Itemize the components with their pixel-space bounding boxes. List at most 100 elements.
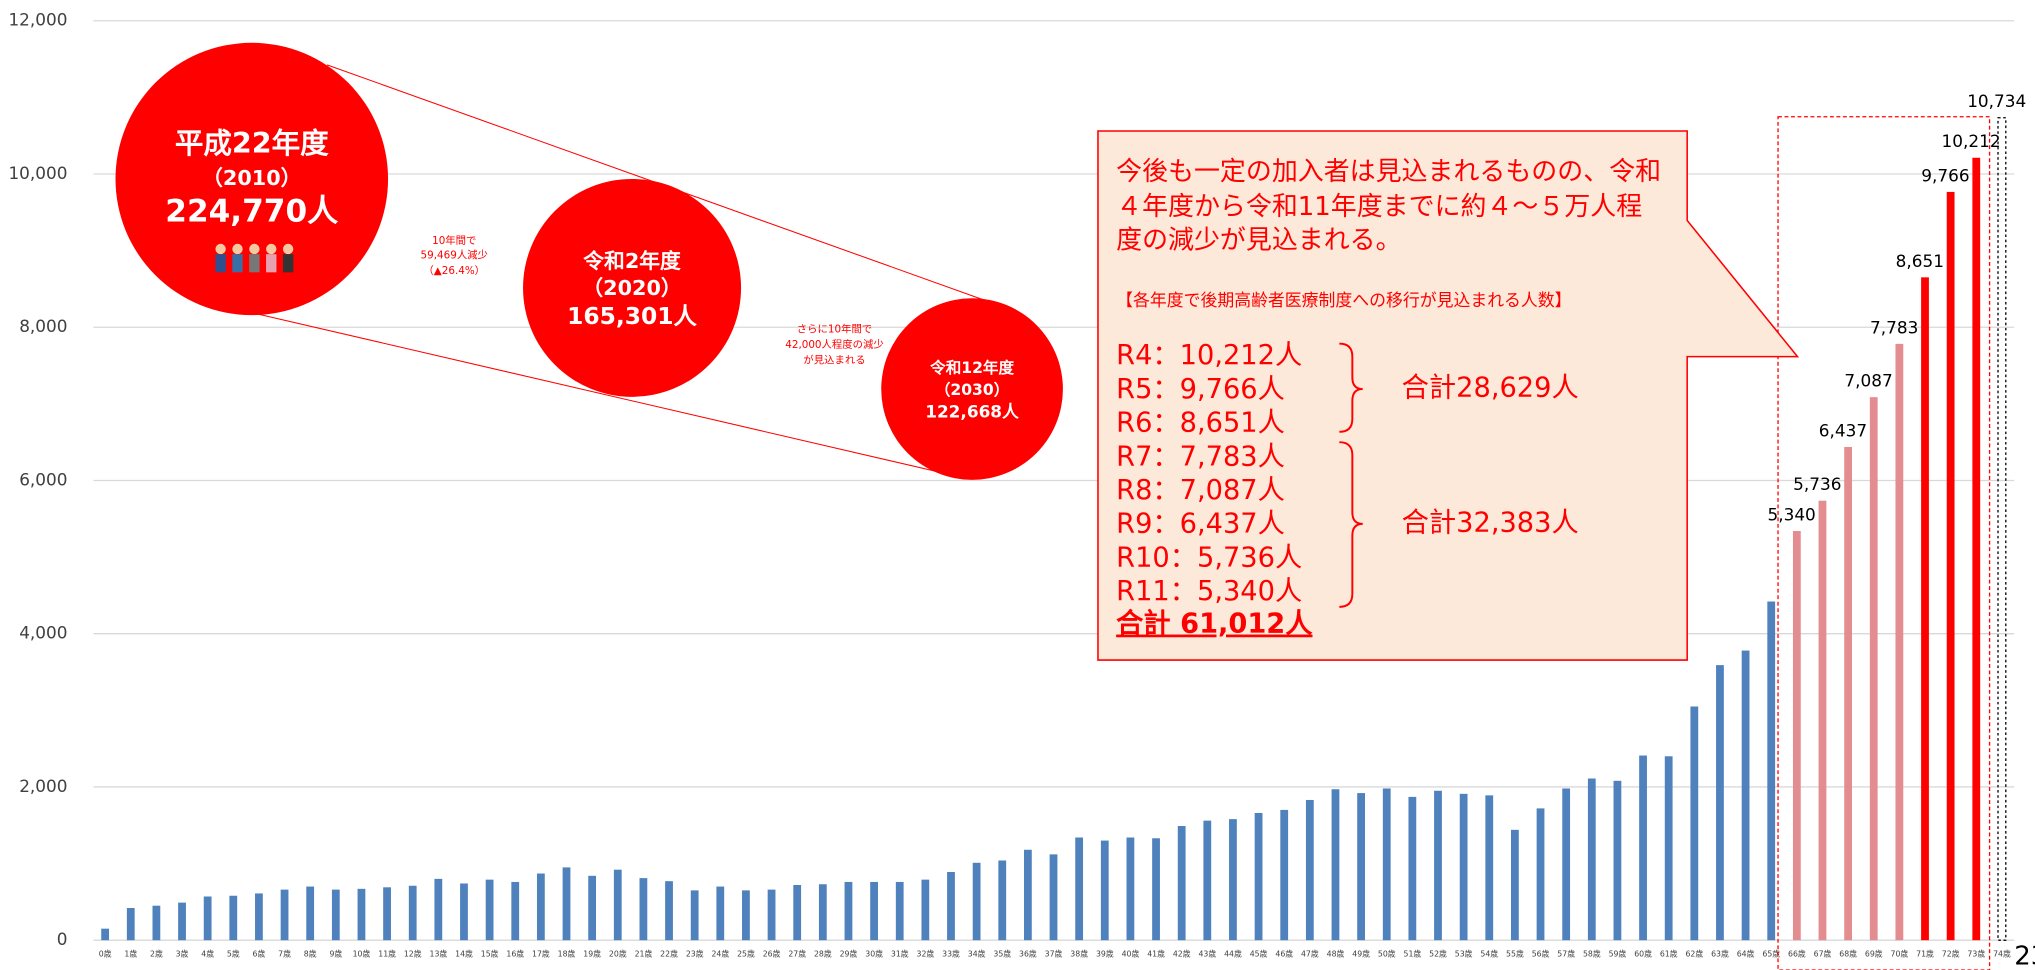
x-tick-label: 22歳 — [660, 948, 678, 958]
bar — [1075, 838, 1083, 941]
x-tick-label: 44歳 — [1224, 948, 1242, 958]
bar — [1050, 854, 1058, 940]
x-tick-label: 6歳 — [253, 948, 266, 958]
callout-item: R9：6,437人 — [1116, 509, 1285, 540]
y-tick-label: 0 — [57, 929, 68, 949]
x-tick-label: 27歳 — [788, 948, 806, 958]
bar — [742, 890, 750, 940]
bar — [1127, 838, 1135, 941]
bar — [640, 878, 648, 940]
x-tick-label: 50歳 — [1378, 948, 1396, 958]
callout-text: 今後も一定の加入者は見込まれるものの、令和 — [1116, 157, 1661, 187]
bar — [845, 882, 853, 940]
circle-text: 165,301人 — [567, 302, 697, 330]
callout-item: R8：7,087人 — [1116, 475, 1285, 506]
callout-item: R5：9,766人 — [1116, 374, 1285, 405]
bar — [1383, 788, 1391, 940]
bar — [896, 882, 904, 940]
x-tick-label: 39歳 — [1096, 948, 1114, 958]
bar — [614, 870, 622, 940]
bar — [127, 908, 135, 940]
bar — [588, 876, 596, 940]
bar — [1998, 118, 2006, 940]
x-tick-label: 46歳 — [1275, 948, 1293, 958]
x-tick-label: 29歳 — [840, 948, 858, 958]
bar — [1434, 791, 1442, 940]
x-tick-label: 10歳 — [353, 948, 371, 958]
bar — [1665, 756, 1673, 940]
x-tick-label: 43歳 — [1198, 948, 1216, 958]
bar — [768, 890, 776, 941]
callout-item: R7：7,783人 — [1116, 441, 1285, 472]
bar — [819, 884, 827, 940]
x-tick-label: 72歳 — [1942, 948, 1960, 958]
value-label: 10,212 — [1942, 131, 2001, 151]
x-tick-label: 58歳 — [1583, 948, 1601, 958]
y-tick-label: 10,000 — [8, 163, 67, 183]
bar — [716, 887, 724, 941]
x-tick-label: 59歳 — [1609, 948, 1627, 958]
x-tick-label: 49歳 — [1352, 948, 1370, 958]
x-tick-label: 71歳 — [1916, 948, 1934, 958]
x-tick-label: 31歳 — [891, 948, 909, 958]
bar — [409, 886, 417, 940]
x-tick-label: 63歳 — [1711, 948, 1729, 958]
value-label: 7,087 — [1844, 371, 1892, 391]
x-tick-label: 67歳 — [1814, 948, 1832, 958]
x-tick-label: 40歳 — [1122, 948, 1140, 958]
circle-text: （2010） — [202, 166, 301, 190]
bar — [1742, 651, 1750, 941]
y-tick-label: 12,000 — [8, 10, 67, 30]
x-tick-label: 5歳 — [227, 948, 240, 958]
bar — [281, 890, 289, 941]
x-tick-label: 47歳 — [1301, 948, 1319, 958]
bar — [1870, 397, 1878, 940]
circle-text: 122,668人 — [925, 401, 1019, 421]
x-tick-label: 17歳 — [532, 948, 550, 958]
x-tick-label: 57歳 — [1557, 948, 1575, 958]
note: が見込まれる — [803, 354, 865, 367]
page-number: 23 — [2014, 942, 2035, 970]
x-tick-label: 3歳 — [176, 948, 189, 958]
bar — [1562, 788, 1570, 940]
bar — [563, 867, 571, 940]
bar — [255, 893, 263, 940]
note: 59,469人減少 — [421, 248, 488, 261]
x-tick-label: 19歳 — [583, 948, 601, 958]
bar — [1255, 813, 1263, 940]
callout-item: R10：5,736人 — [1116, 542, 1302, 573]
bar — [1280, 810, 1288, 940]
bar — [1229, 819, 1237, 940]
x-tick-label: 73歳 — [1967, 948, 1985, 958]
bar — [1485, 795, 1493, 940]
x-tick-label: 36歳 — [1019, 948, 1037, 958]
bar — [665, 881, 673, 940]
bar — [460, 883, 468, 940]
group-total: 合計32,383人 — [1402, 507, 1579, 538]
bar — [947, 872, 955, 940]
bar — [1972, 158, 1980, 940]
value-label: 5,340 — [1768, 504, 1816, 524]
bar — [358, 889, 366, 940]
bar — [1588, 779, 1596, 941]
circle-text: （2030） — [935, 381, 1009, 399]
value-label: 5,736 — [1793, 474, 1841, 494]
bar — [101, 929, 109, 940]
x-tick-label: 21歳 — [635, 948, 653, 958]
bar — [1460, 794, 1468, 940]
bar — [1101, 841, 1109, 941]
x-tick-label: 33歳 — [942, 948, 960, 958]
bar — [1511, 830, 1519, 940]
group-total: 合計28,629人 — [1402, 373, 1579, 404]
x-tick-label: 54歳 — [1480, 948, 1498, 958]
bar — [1921, 277, 1929, 940]
bar — [152, 906, 160, 940]
bar — [511, 882, 519, 940]
bar — [178, 903, 186, 941]
callout-item: R11：5,340人 — [1116, 576, 1302, 607]
x-tick-label: 48歳 — [1327, 948, 1345, 958]
x-tick-label: 20歳 — [609, 948, 627, 958]
bar — [1178, 826, 1186, 940]
x-tick-label: 18歳 — [558, 948, 576, 958]
bar — [306, 887, 314, 941]
